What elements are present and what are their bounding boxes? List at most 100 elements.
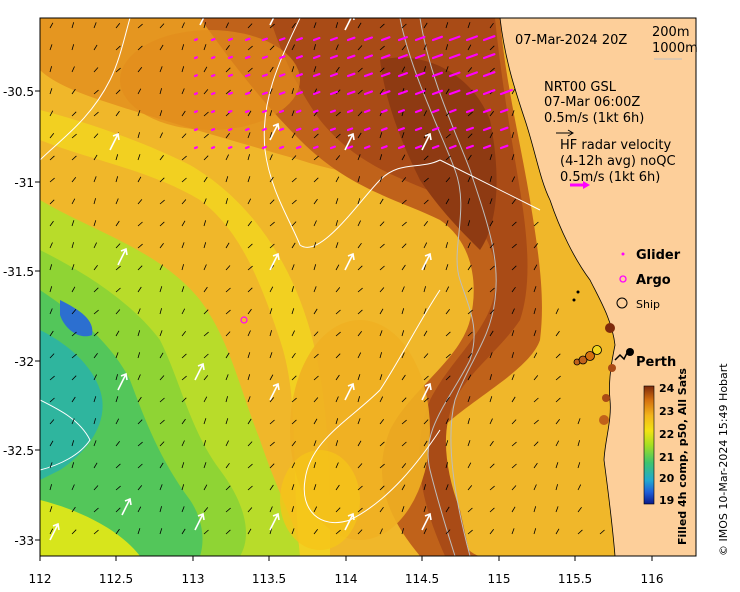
gsl-vector xyxy=(203,507,209,513)
date-label: 07-Mar-2024 20Z xyxy=(515,33,627,48)
current-vector xyxy=(421,382,432,401)
gsl-vector xyxy=(511,506,516,513)
glider-markers xyxy=(572,290,580,302)
gsl-vector xyxy=(247,418,252,425)
gsl-vector xyxy=(71,462,75,469)
gsl-vector xyxy=(401,199,407,205)
gsl-vector xyxy=(49,528,54,535)
gsl-vector xyxy=(401,23,407,29)
gsl-vector xyxy=(291,484,295,491)
lat-tick-31-5: -31.5 xyxy=(3,265,34,279)
gsl-vector xyxy=(467,353,473,359)
gsl-vector xyxy=(379,45,385,51)
current-vector xyxy=(194,362,205,381)
gsl-vector xyxy=(423,440,428,447)
gsl-vector xyxy=(225,176,229,183)
gsl-vector xyxy=(291,177,297,183)
gsl-vector xyxy=(247,374,251,381)
gsl-vector xyxy=(357,396,360,403)
gsl-vector xyxy=(115,265,121,271)
gsl-vector xyxy=(335,374,340,381)
gsl-vector xyxy=(225,331,231,337)
gsl-vector xyxy=(401,441,407,447)
gsl-vector xyxy=(511,374,515,381)
gsl-vector xyxy=(423,353,429,359)
hf-vector xyxy=(499,108,509,114)
gsl-vector xyxy=(181,375,187,381)
gsl-vector xyxy=(291,199,297,205)
gsl-vector xyxy=(93,352,98,359)
gsl-vector xyxy=(379,330,383,337)
gsl-vector xyxy=(489,111,495,117)
lon-tick-112: 112 xyxy=(29,572,52,586)
gsl-vector xyxy=(269,330,272,337)
gsl-vector xyxy=(71,529,77,535)
gsl-vector xyxy=(225,352,230,359)
gsl-vector xyxy=(533,375,539,381)
gsl-vector xyxy=(225,418,229,425)
gsl-vector xyxy=(445,331,451,337)
hf-vector xyxy=(312,90,321,96)
gsl-vector xyxy=(379,287,385,293)
gsl-vector xyxy=(313,440,317,447)
gsl-vector xyxy=(115,23,121,29)
gsl-vector xyxy=(225,67,231,73)
gsl-vector xyxy=(203,353,209,359)
gsl-vector xyxy=(71,506,76,513)
lon-tick-115-5: 115.5 xyxy=(558,572,592,586)
gsl-vector xyxy=(247,485,253,491)
gsl-vector xyxy=(225,485,231,491)
gsl-vector xyxy=(247,352,251,359)
gsl-vector xyxy=(489,507,495,513)
lon-tick-113-5: 113.5 xyxy=(252,572,286,586)
current-vector xyxy=(344,132,355,151)
gsl-vector xyxy=(335,484,340,491)
gsl-vector xyxy=(203,89,209,95)
current-vector xyxy=(344,512,355,531)
hf-vector xyxy=(278,127,285,132)
hf-vector xyxy=(380,36,391,42)
gsl-vector xyxy=(313,529,319,535)
lat-tick-30-5: -30.5 xyxy=(3,85,34,99)
hf-vector xyxy=(465,108,474,114)
hf-vector xyxy=(346,109,354,114)
colorbar-tick-19: 19 xyxy=(659,494,674,507)
gsl-vector xyxy=(335,22,339,29)
hf-vector xyxy=(363,36,373,42)
gsl-vector xyxy=(555,397,561,403)
gsl-vector xyxy=(115,485,121,491)
hf-vector xyxy=(227,128,233,132)
lat-tick-marks xyxy=(35,90,40,541)
gsl-vector xyxy=(313,506,318,513)
hf-vector xyxy=(346,72,356,78)
gsl-vector xyxy=(225,265,231,271)
hf-vector xyxy=(312,109,319,114)
current-vector xyxy=(194,512,205,531)
hf-vector xyxy=(312,36,321,42)
hf-vector xyxy=(261,73,268,78)
gsl-vector xyxy=(313,397,319,403)
hf-vector xyxy=(312,145,319,150)
gsl-vector xyxy=(137,110,141,117)
gsl-vector xyxy=(445,506,450,513)
gsl-vector xyxy=(137,374,141,381)
hf-vector xyxy=(210,73,216,78)
gsl-vector xyxy=(467,264,472,271)
gsl-vector xyxy=(115,220,120,227)
hf-vector xyxy=(431,71,443,78)
gsl-vector xyxy=(49,286,53,293)
gsl-vector xyxy=(49,66,52,73)
gsl-vector xyxy=(247,67,253,73)
gsl-vector xyxy=(577,529,583,535)
gsl-vector xyxy=(71,353,77,359)
gsl-vector xyxy=(313,242,317,249)
gsl-vector xyxy=(93,396,97,403)
gsl-vector xyxy=(181,220,186,227)
gsl-vector xyxy=(467,111,473,117)
hf-vector xyxy=(346,145,354,150)
gsl-vector xyxy=(49,199,55,205)
current-vector xyxy=(117,372,128,391)
gsl-vector xyxy=(401,45,407,51)
gsl-vector xyxy=(225,287,231,293)
